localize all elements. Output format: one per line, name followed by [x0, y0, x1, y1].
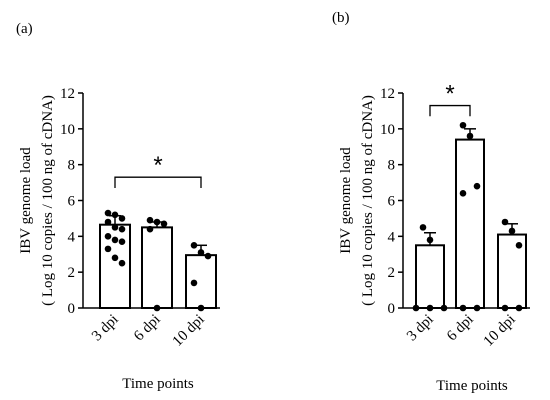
data-point: [111, 254, 119, 262]
data-point: [459, 121, 467, 129]
bar: [455, 138, 485, 309]
y-tick-label: 6: [388, 194, 396, 210]
data-point: [104, 233, 112, 240]
x-tick-label: 10 dpi: [481, 312, 519, 350]
y-axis-title-line2-b: ( Log 10 copies / 100 ng of cDNA): [360, 95, 376, 306]
y-tick-label: 4: [388, 229, 396, 245]
data-point: [190, 241, 198, 249]
panel-label-b: (b): [332, 10, 350, 26]
significance-bracket: [114, 176, 202, 188]
data-point: [153, 218, 161, 226]
data-point: [118, 225, 126, 233]
bar: [185, 254, 217, 309]
x-tick-label: 6 dpi: [444, 312, 477, 345]
y-tick-label: 2: [388, 265, 396, 281]
data-point: [459, 190, 467, 197]
y-axis-title-a: IBV genome load ( Log 10 copies / 100 ng…: [18, 95, 56, 306]
data-point: [118, 238, 126, 246]
x-tick-label: 3 dpi: [89, 312, 122, 345]
x-axis-title-b: Time points: [436, 378, 508, 394]
y-axis-title-line1-b: IBV genome load: [338, 147, 354, 254]
y-axis-title-line2-a: ( Log 10 copies / 100 ng of cDNA): [40, 95, 56, 306]
data-point: [459, 304, 467, 312]
data-point: [501, 218, 509, 226]
data-point: [515, 304, 523, 312]
data-point: [153, 304, 161, 312]
y-tick-label: 10: [380, 122, 395, 138]
data-point: [197, 249, 205, 256]
x-tick-label: 6 dpi: [131, 312, 164, 345]
y-tick-label: 8: [68, 158, 76, 174]
y-tick-label: 6: [68, 194, 76, 210]
data-point: [419, 224, 427, 231]
y-tick-label: 2: [68, 265, 76, 281]
data-point: [412, 304, 420, 312]
data-point: [111, 211, 119, 219]
x-tick-label: 3 dpi: [404, 312, 437, 345]
bar: [141, 226, 173, 309]
y-tick-label: 12: [380, 86, 395, 102]
y-tick-label: 4: [68, 229, 76, 245]
data-point: [111, 224, 119, 231]
data-point: [104, 209, 112, 217]
data-point: [440, 304, 448, 312]
x-tick-label: 10 dpi: [170, 312, 208, 350]
data-point: [473, 182, 481, 190]
data-point: [118, 215, 126, 222]
data-point: [426, 304, 434, 312]
data-point: [160, 220, 168, 228]
y-axis-title-b: IBV genome load ( Log 10 copies / 100 ng…: [338, 95, 376, 306]
data-point: [515, 241, 523, 249]
y-axis-title-line1-a: IBV genome load: [18, 147, 34, 254]
data-point: [118, 259, 126, 267]
data-point: [146, 225, 154, 233]
y-tick-label: 0: [68, 301, 76, 317]
data-point: [508, 227, 516, 235]
bar: [415, 244, 445, 310]
data-point: [501, 304, 509, 312]
significance-star: *: [445, 81, 454, 108]
data-point: [473, 304, 481, 312]
y-tick-label: 10: [60, 122, 75, 138]
data-point: [111, 236, 119, 244]
data-point: [104, 218, 112, 226]
significance-star: *: [153, 152, 162, 179]
data-point: [197, 304, 205, 312]
panel-label-a: (a): [16, 21, 33, 37]
panel-a: (a) IBV genome load ( Log 10 copies / 10…: [16, 21, 220, 392]
y-tick-label: 8: [388, 158, 396, 174]
data-point: [146, 216, 154, 224]
y-tick-label: 0: [388, 301, 396, 317]
significance-bracket: [429, 104, 471, 117]
data-point: [426, 236, 434, 244]
x-axis-title-a: Time points: [122, 376, 194, 392]
data-point: [204, 252, 212, 260]
data-point: [190, 279, 198, 287]
data-point: [104, 245, 112, 253]
y-tick-label: 12: [60, 86, 75, 102]
data-point: [466, 132, 474, 140]
panel-b: (b) IBV genome load ( Log 10 copies / 10…: [332, 10, 530, 394]
